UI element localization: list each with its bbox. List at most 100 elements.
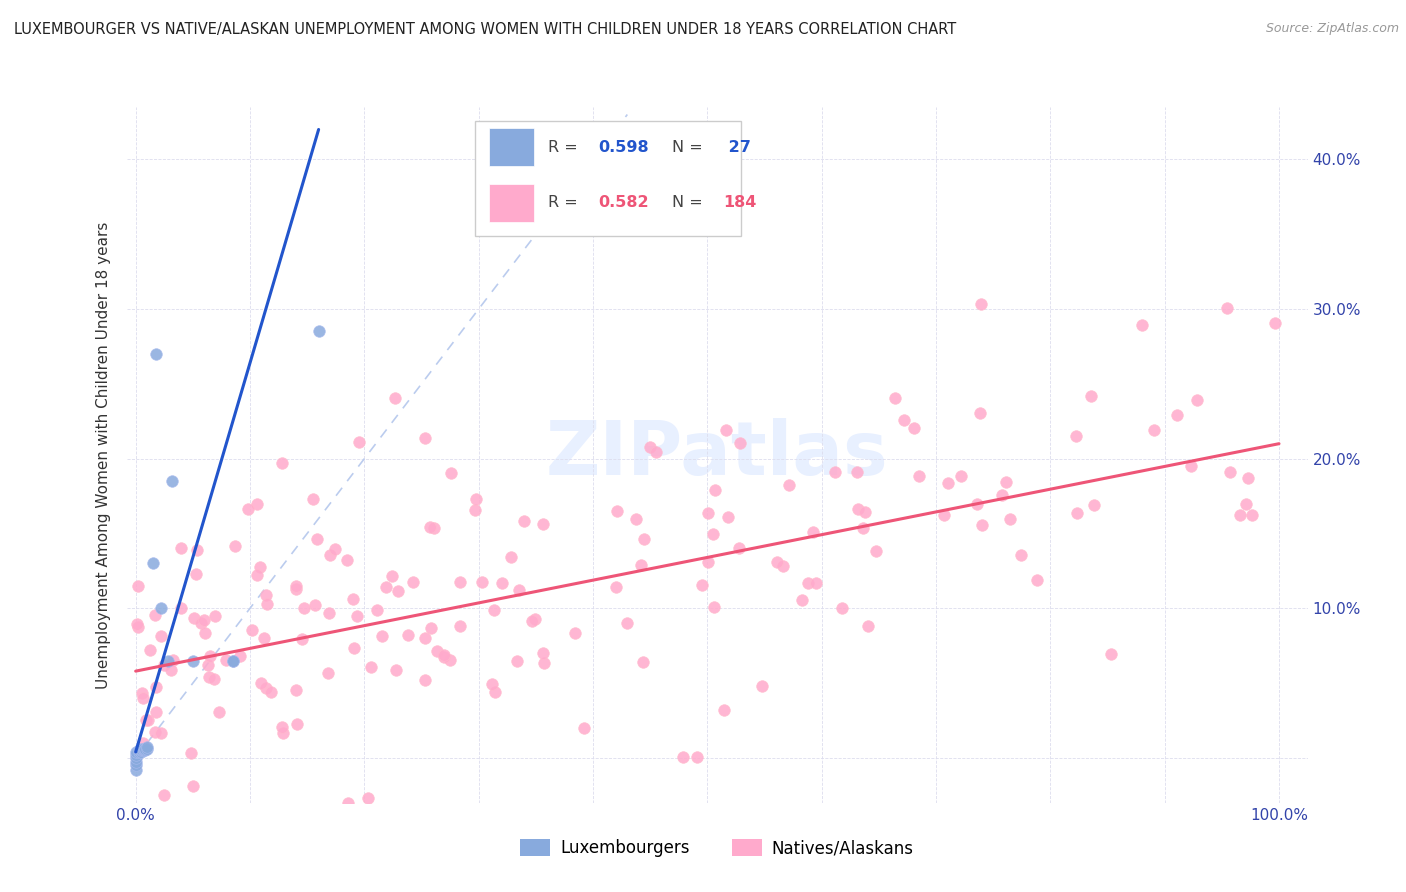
Point (824, 465, 846, 479)
Text: N =: N = (672, 139, 703, 154)
Point (433, 649, 456, 664)
Point (966, 497, 988, 511)
Point (145, 347, 167, 361)
Point (271, 720, 294, 734)
Point (208, 705, 231, 719)
Point (605, 580, 627, 594)
Point (801, 524, 824, 539)
Point (318, 607, 340, 621)
Point (697, 506, 720, 520)
Point (284, 582, 307, 596)
Point (249, 560, 271, 574)
Point (222, 654, 245, 668)
Point (260, 685, 283, 699)
Point (686, 750, 709, 764)
Point (254, 589, 277, 603)
Point (125, 763, 148, 777)
Point (564, 626, 586, 640)
Point (125, 758, 148, 772)
Point (522, 614, 544, 628)
Point (1240, 508, 1263, 523)
Point (638, 440, 661, 454)
Point (346, 609, 368, 624)
Point (415, 432, 437, 446)
Point (690, 578, 713, 592)
Point (804, 576, 827, 591)
Point (291, 632, 314, 646)
Point (853, 505, 876, 519)
Bar (489, 128, 534, 166)
Point (129, 743, 152, 757)
Point (305, 532, 328, 546)
Point (285, 579, 308, 593)
Point (716, 423, 738, 437)
Point (132, 736, 155, 750)
Point (384, 392, 406, 406)
Point (616, 616, 638, 631)
Point (271, 457, 294, 471)
Point (703, 600, 725, 615)
Point (229, 648, 252, 663)
Point (464, 491, 486, 506)
Point (1080, 389, 1102, 403)
Point (131, 742, 153, 756)
Point (224, 539, 246, 553)
Text: R =: R = (548, 195, 578, 211)
Point (253, 631, 276, 645)
Point (884, 391, 907, 405)
Point (246, 497, 269, 511)
Point (143, 725, 166, 739)
Point (439, 653, 461, 667)
Point (1083, 498, 1105, 512)
Point (696, 555, 718, 569)
Point (136, 740, 159, 755)
Point (991, 488, 1014, 502)
Text: 0.598: 0.598 (598, 139, 648, 154)
Point (285, 717, 308, 731)
Point (501, 549, 523, 564)
Point (1219, 465, 1241, 479)
Text: Source: ZipAtlas.com: Source: ZipAtlas.com (1265, 22, 1399, 36)
Point (766, 555, 789, 569)
Point (132, 690, 155, 705)
Point (751, 679, 773, 693)
Point (950, 469, 973, 483)
Point (254, 681, 277, 695)
Point (125, 756, 148, 770)
Point (936, 475, 959, 490)
Point (125, 745, 148, 759)
Point (149, 601, 172, 615)
Point (1026, 573, 1049, 587)
Point (308, 325, 330, 339)
Point (423, 521, 446, 535)
Point (125, 751, 148, 765)
Point (772, 559, 794, 574)
Point (845, 465, 868, 479)
Point (181, 779, 204, 793)
Point (256, 597, 278, 611)
Bar (489, 184, 534, 222)
Point (127, 579, 149, 593)
Point (481, 677, 503, 691)
Point (134, 743, 156, 757)
Point (152, 788, 174, 802)
Text: 184: 184 (723, 195, 756, 211)
Point (903, 421, 925, 435)
Point (831, 601, 853, 615)
Point (162, 474, 184, 488)
Legend: Luxembourgers, Natives/Alaskans: Luxembourgers, Natives/Alaskans (513, 832, 921, 864)
Point (572, 721, 595, 735)
Point (131, 745, 153, 759)
Point (128, 745, 150, 759)
Point (630, 558, 652, 573)
Point (284, 683, 307, 698)
Text: 0.582: 0.582 (598, 195, 648, 211)
Point (319, 549, 342, 563)
Point (1143, 424, 1166, 438)
Point (797, 576, 820, 591)
Point (728, 541, 751, 555)
Point (970, 518, 993, 533)
Point (533, 657, 555, 671)
Point (1215, 301, 1237, 315)
Point (131, 742, 153, 756)
